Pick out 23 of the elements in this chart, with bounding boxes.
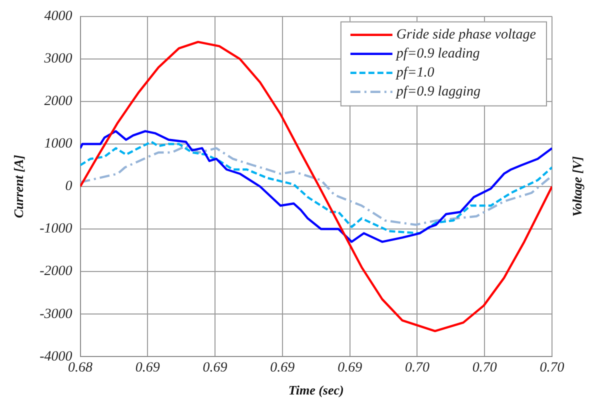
y-tick-label: 2000 (44, 94, 72, 110)
y-tick-label: -2000 (40, 264, 72, 280)
y-tick-label: -1000 (40, 222, 72, 237)
x-tick-label: 0.69 (135, 360, 160, 376)
y-tick-label: 3000 (43, 52, 72, 67)
y-tick-label: 1000 (44, 136, 72, 152)
x-tick-label: 0.68 (68, 360, 93, 376)
x-tick-label: 0.70 (540, 360, 564, 376)
x-tick-label: 0.70 (472, 360, 497, 376)
legend-label: pf=0.9 leading (395, 46, 480, 62)
x-tick-label: 0.69 (338, 360, 362, 376)
y-tick-label: -3000 (40, 306, 72, 322)
x-tick-label: 0.69 (270, 360, 295, 376)
x-axis-title: Time (sec) (288, 382, 344, 398)
x-tick-label: 0.69 (202, 360, 228, 376)
x-tick-label: 0.70 (404, 360, 430, 376)
y2-axis-title: Voltage [V] (569, 156, 584, 217)
legend-label: Gride side phase voltage (396, 28, 536, 43)
y-axis-title: Current [A] (11, 154, 26, 218)
legend-label: pf=1.0 (395, 66, 434, 81)
legend-label: pf=0.9 lagging (395, 84, 481, 100)
y-tick-label: 4000 (44, 9, 72, 24)
y-tick-label: 0 (65, 179, 72, 194)
